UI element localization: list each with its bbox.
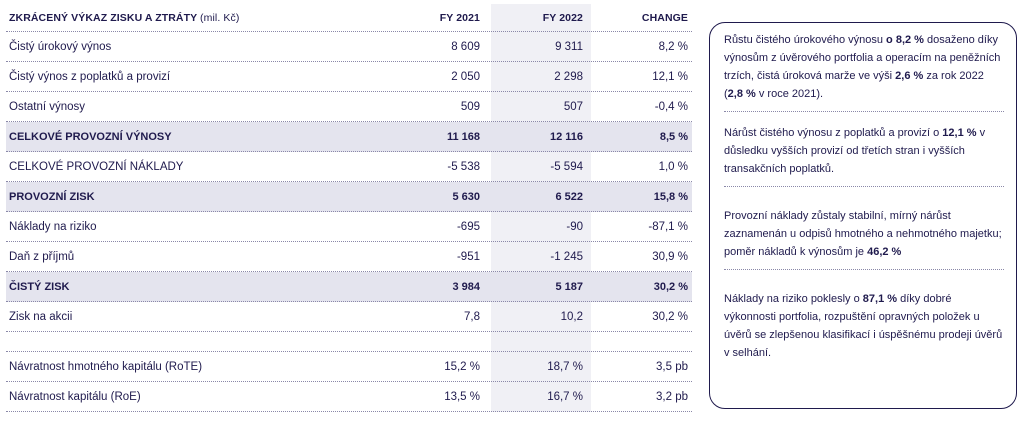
note-fees: Nárůst čistého výnosu z poplatků a provi…	[724, 122, 1004, 187]
table-row: Čistý úrokový výnos 8 609 9 311 8,2 %	[6, 32, 692, 62]
table-title: ZKRÁCENÝ VÝKAZ ZISKU A ZTRÁTY (mil. Kč)	[6, 12, 418, 24]
note-costs: Provozní náklady zůstaly stabilní, mírný…	[724, 197, 1004, 270]
row-fy2022: 12 116	[549, 130, 583, 143]
row-change: 12,1 %	[652, 70, 688, 83]
row-label: Čistý výnos z poplatků a provizí	[9, 70, 171, 83]
row-fy2021: 7,8	[464, 310, 480, 323]
row-change: 3,5 pb	[656, 360, 688, 373]
table-row: Čistý výnos z poplatků a provizí 2 050 2…	[6, 62, 692, 92]
row-label: Čistý úrokový výnos	[9, 40, 112, 53]
table-row: Návratnost kapitálu (RoE) 13,5 % 16,7 % …	[6, 382, 692, 412]
table-row-total: PROVOZNÍ ZISK 5 630 6 522 15,8 %	[6, 182, 692, 212]
row-fy2022: -1 245	[550, 250, 583, 263]
row-label: ČISTÝ ZISK	[9, 280, 70, 293]
row-fy2021: 8 609	[451, 40, 480, 53]
row-label: CELKOVÉ PROVOZNÍ VÝNOSY	[9, 130, 172, 143]
spacer-row	[6, 332, 692, 352]
table-title-text: ZKRÁCENÝ VÝKAZ ZISKU A ZTRÁTY	[9, 11, 198, 24]
note-text: Růstu čistého úrokového výnosu	[724, 34, 887, 46]
row-label: Zisk na akcii	[9, 310, 73, 323]
row-label: PROVOZNÍ ZISK	[9, 190, 95, 203]
table-row: Návratnost hmotného kapitálu (RoTE) 15,2…	[6, 352, 692, 382]
table-row-total: CELKOVÉ PROVOZNÍ VÝNOSY 11 168 12 116 8,…	[6, 122, 692, 152]
commentary-box: Růstu čistého úrokového výnosu o 8,2 % d…	[709, 22, 1017, 409]
row-label: Návratnost kapitálu (RoE)	[9, 390, 141, 403]
row-fy2021: 15,2 %	[444, 360, 480, 373]
row-change: 8,2 %	[658, 40, 688, 53]
note-text: Provozní náklady zůstaly stabilní, mírný…	[724, 210, 1002, 258]
row-fy2022: -90	[566, 220, 583, 233]
table-row: Zisk na akcii 7,8 10,2 30,2 %	[6, 302, 692, 332]
note-net-interest: Růstu čistého úrokového výnosu o 8,2 % d…	[724, 29, 1004, 112]
table-header-row: ZKRÁCENÝ VÝKAZ ZISKU A ZTRÁTY (mil. Kč) …	[6, 4, 692, 32]
row-fy2021: 5 630	[452, 190, 480, 203]
row-change: 8,5 %	[659, 130, 688, 143]
row-change: 30,2 %	[653, 280, 688, 293]
row-label: Ostatní výnosy	[9, 100, 86, 113]
row-fy2022: 507	[563, 100, 583, 113]
note-text: Nárůst čistého výnosu z poplatků a provi…	[724, 127, 943, 139]
row-fy2022: 6 522	[555, 190, 583, 203]
row-change: -0,4 %	[654, 100, 688, 113]
table-row: Náklady na riziko -695 -90 -87,1 %	[6, 212, 692, 242]
row-fy2021: -695	[456, 220, 480, 233]
row-fy2022: 9 311	[555, 40, 583, 53]
row-fy2022: 10,2	[560, 310, 583, 323]
row-change: 1,0 %	[658, 160, 688, 173]
table-row-total: ČISTÝ ZISK 3 984 5 187 30,2 %	[6, 272, 692, 302]
header-fy2021: FY 2021	[439, 11, 480, 24]
table-row: CELKOVÉ PROVOZNÍ NÁKLADY -5 538 -5 594 1…	[6, 152, 692, 182]
note-text: za rok 2022 (	[724, 70, 984, 100]
row-fy2021: 13,5 %	[444, 390, 480, 403]
note-highlight: o 8,2 %	[886, 34, 924, 46]
note-text: dosaženo díky výnosům z úvěrového portfo…	[724, 34, 1001, 82]
row-change: 30,9 %	[652, 250, 688, 263]
table-unit: (mil. Kč)	[200, 11, 240, 24]
header-fy2022: FY 2022	[542, 11, 583, 24]
row-fy2022: 2 298	[554, 70, 583, 83]
note-highlight: 12,1 %	[942, 127, 977, 139]
note-text: v roce 2021).	[755, 88, 824, 100]
note-text: díky dobré výkonnosti portfolia, rozpušt…	[724, 293, 1003, 359]
note-highlight: 46,2 %	[867, 246, 902, 258]
row-change: 15,8 %	[653, 190, 688, 203]
row-fy2022: -5 594	[550, 160, 583, 173]
note-risk: Náklady na riziko poklesly o 87,1 % díky…	[724, 280, 1004, 370]
note-text: v důsledku vyšších provizí od třetích st…	[724, 127, 986, 175]
note-highlight: 2,6 %	[895, 70, 924, 82]
table-row: Ostatní výnosy 509 507 -0,4 %	[6, 92, 692, 122]
table-row: Daň z příjmů -951 -1 245 30,9 %	[6, 242, 692, 272]
row-fy2021: -951	[456, 250, 480, 263]
row-fy2021: 509	[460, 100, 480, 113]
row-change: -87,1 %	[648, 220, 688, 233]
note-text: Náklady na riziko poklesly o	[724, 293, 863, 305]
row-fy2021: -5 538	[447, 160, 480, 173]
row-label: Daň z příjmů	[9, 250, 75, 263]
row-fy2021: 3 984	[452, 280, 480, 293]
row-fy2022: 16,7 %	[547, 390, 583, 403]
note-highlight: 87,1 %	[862, 293, 898, 305]
row-fy2021: 11 168	[446, 130, 480, 143]
row-change: 30,2 %	[652, 310, 688, 323]
row-label: Návratnost hmotného kapitálu (RoTE)	[9, 360, 203, 373]
income-statement-table: ZKRÁCENÝ VÝKAZ ZISKU A ZTRÁTY (mil. Kč) …	[6, 4, 692, 412]
row-fy2022: 18,7 %	[547, 360, 583, 373]
note-highlight: 2,8 %	[727, 88, 756, 100]
row-change: 3,2 pb	[656, 390, 688, 403]
row-fy2021: 2 050	[451, 70, 480, 83]
row-label: CELKOVÉ PROVOZNÍ NÁKLADY	[9, 160, 184, 173]
header-change: CHANGE	[641, 11, 688, 24]
row-fy2022: 5 187	[555, 280, 583, 293]
row-label: Náklady na riziko	[9, 220, 97, 233]
